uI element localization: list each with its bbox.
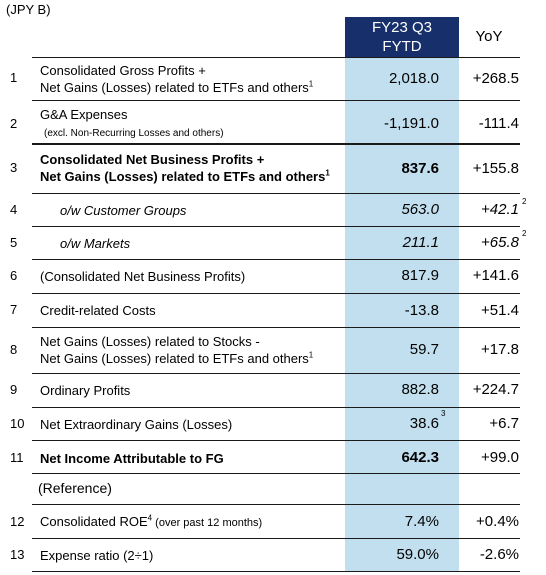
row-yoy: +42.1 [481, 201, 519, 218]
footnote-mark: 1 [308, 350, 314, 360]
row-number: 10 [10, 416, 25, 431]
row-value: 837.6 [401, 160, 439, 177]
row-value: 2,018.0 [388, 70, 439, 87]
row-number: 5 [10, 235, 18, 250]
row-number: 6 [10, 268, 18, 283]
reference-label: (Reference) [38, 480, 112, 496]
row-divider [32, 473, 520, 474]
row-label: o/w Customer Groups [60, 203, 187, 218]
footnote-mark: 4 [147, 513, 153, 523]
yoy-column-header: YoY [475, 28, 503, 45]
row-label-line1: Consolidated Net Business Profits + [40, 152, 265, 167]
row-yoy: +51.4 [481, 302, 519, 319]
row-divider [32, 571, 520, 572]
row-label-line2: (excl. Non-Recurring Losses and others) [44, 128, 224, 139]
row-number: 2 [10, 116, 18, 131]
fy-header-line1: FY23 Q3 [371, 19, 433, 36]
row-label: Credit-related Costs [40, 303, 156, 318]
row-value: 59.7 [409, 341, 439, 358]
row-divider [32, 226, 520, 227]
footnote-mark: 3 [441, 409, 446, 418]
unit-label: (JPY B) [6, 2, 51, 17]
row-number: 4 [10, 202, 18, 217]
row-number: 7 [10, 302, 18, 317]
row-divider [32, 327, 520, 328]
row-label: Ordinary Profits [40, 383, 131, 398]
fy-column-header: FY23 Q3 FYTD [345, 17, 459, 57]
row-label: Consolidated Net Business Profits + Net … [40, 151, 340, 185]
row-label-line1: Net Gains (Losses) related to Stocks - [40, 334, 260, 349]
footnote-mark: 2 [522, 229, 527, 238]
row-divider [32, 440, 520, 441]
row-yoy: +17.8 [481, 341, 519, 358]
row-number: 3 [10, 160, 18, 175]
row-label: Expense ratio (2÷1) [40, 548, 154, 563]
row-label: Net Income Attributable to FG [40, 451, 224, 466]
row-divider [32, 538, 520, 539]
row-label-line2: Net Gains (Losses) related to ETFs and o… [40, 169, 326, 184]
row-value: -13.8 [404, 302, 439, 319]
fy-header-line2: FYTD [382, 38, 422, 55]
row-number: 1 [10, 70, 18, 85]
row-label: (Consolidated Net Business Profits) [40, 269, 246, 284]
row-yoy: +6.7 [489, 415, 519, 432]
fy-column-highlight [345, 17, 459, 571]
row-value: 211.1 [402, 234, 439, 251]
row-label-main: Consolidated ROE [40, 514, 148, 529]
row-yoy: +224.7 [472, 381, 519, 398]
row-number: 12 [10, 514, 25, 529]
row-label: Net Extraordinary Gains (Losses) [40, 417, 233, 432]
row-label: Consolidated Gross Profits + Net Gains (… [40, 62, 340, 96]
row-value: 882.8 [401, 381, 439, 398]
row-divider [32, 293, 520, 294]
row-label: Net Gains (Losses) related to Stocks - N… [40, 333, 340, 367]
row-divider [32, 193, 520, 194]
row-value: 59.0% [396, 546, 439, 563]
row-yoy: -2.6% [479, 546, 519, 563]
row-label: G&A Expenses (excl. Non-Recurring Losses… [40, 106, 340, 142]
footnote-mark: 2 [522, 197, 527, 206]
row-divider [32, 504, 520, 505]
row-value: 38.6 [409, 415, 439, 432]
row-number: 9 [10, 382, 18, 397]
row-divider [32, 259, 520, 260]
row-number: 8 [10, 342, 18, 357]
row-value: -1,191.0 [383, 115, 439, 132]
row-yoy: -111.4 [478, 115, 519, 132]
row-label-line2: Net Gains (Losses) related to ETFs and o… [40, 80, 309, 95]
row-divider [32, 57, 520, 58]
row-value: 563.0 [401, 201, 439, 218]
row-number: 11 [10, 450, 24, 465]
row-divider [32, 100, 520, 101]
row-number: 13 [10, 547, 25, 562]
row-yoy: +0.4% [476, 513, 519, 530]
row-divider [32, 143, 520, 145]
row-value: 642.3 [401, 449, 439, 466]
row-yoy: +141.6 [472, 267, 519, 284]
row-divider [32, 407, 520, 408]
row-divider [32, 373, 520, 374]
row-yoy: +155.8 [472, 160, 519, 177]
row-label-line1: Consolidated Gross Profits + [40, 63, 206, 78]
row-value: 817.9 [401, 267, 439, 284]
footnote-mark: 1 [308, 79, 314, 89]
row-label: Consolidated ROE4 (over past 12 months) [40, 513, 340, 532]
row-value: 7.4% [404, 513, 439, 530]
row-label-line2: Net Gains (Losses) related to ETFs and o… [40, 351, 309, 366]
row-label: o/w Markets [60, 236, 131, 251]
row-label-note: (over past 12 months) [152, 517, 263, 529]
row-label-line1: G&A Expenses [40, 107, 128, 122]
footnote-mark: 1 [325, 168, 330, 178]
row-yoy: +99.0 [481, 449, 519, 466]
row-yoy: +268.5 [472, 70, 519, 87]
row-yoy: +65.8 [481, 234, 519, 251]
